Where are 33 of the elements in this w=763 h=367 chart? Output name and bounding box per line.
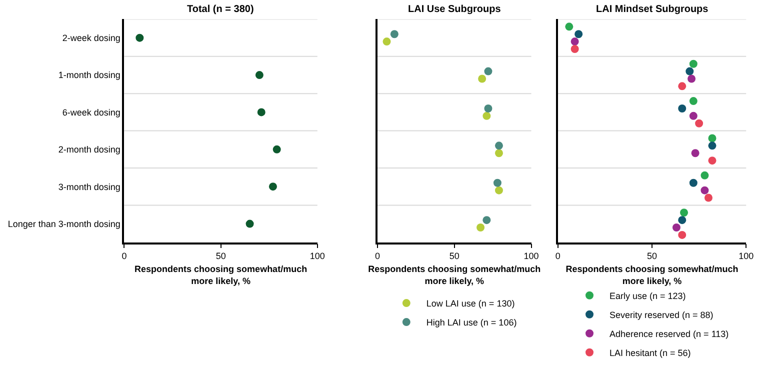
chart-title: Total (n = 380) [187, 4, 254, 15]
legend-label: Severity reserved (n = 88) [610, 310, 714, 320]
point [136, 34, 144, 42]
x-tick-label: 0 [122, 250, 127, 261]
legend-label: LAI hesitant (n = 56) [610, 348, 691, 358]
legend-label: Adherence reserved (n = 113) [610, 328, 729, 339]
legend-label: Low LAI use (n = 130) [426, 298, 515, 309]
x-axis-title: Respondents choosing somewhat/much more likely, % [134, 264, 308, 286]
y-tick-label: 2-week dosing [62, 32, 120, 43]
x-axis-title: Respondents choosing somewhat/much more likely, % [566, 264, 738, 286]
legend-label: High LAI use (n = 106) [426, 318, 517, 328]
y-tick-label: Longer than 3-month dosing [8, 218, 120, 229]
y-tick-label: 2-month dosing [58, 144, 120, 155]
x-tick-label: 50 [216, 250, 226, 261]
x-tick-label: 100 [738, 250, 754, 261]
y-tick-label: 1-month dosing [58, 70, 120, 80]
x-tick-label: 50 [449, 250, 460, 261]
point [257, 108, 266, 116]
y-tick-label: 3-month dosing [58, 182, 120, 192]
point [255, 71, 264, 80]
x-tick-label: 50 [646, 250, 658, 261]
chart-title: LAI Use Subgroups [408, 4, 502, 15]
x-tick-label: 100 [310, 250, 325, 261]
x-tick-label: 100 [524, 250, 539, 261]
x-axis-title: Respondents choosing somewhat/much more likely, % [368, 264, 541, 286]
x-tick-label: 0 [555, 250, 560, 261]
point [268, 182, 277, 191]
x-tick-label: 0 [375, 250, 380, 261]
chart-title: LAI Mindset Subgroups [596, 4, 709, 15]
y-tick-label: 6-week dosing [62, 107, 120, 118]
point [272, 145, 281, 154]
point [246, 220, 254, 228]
legend-label: Early use (n = 123) [610, 290, 686, 301]
